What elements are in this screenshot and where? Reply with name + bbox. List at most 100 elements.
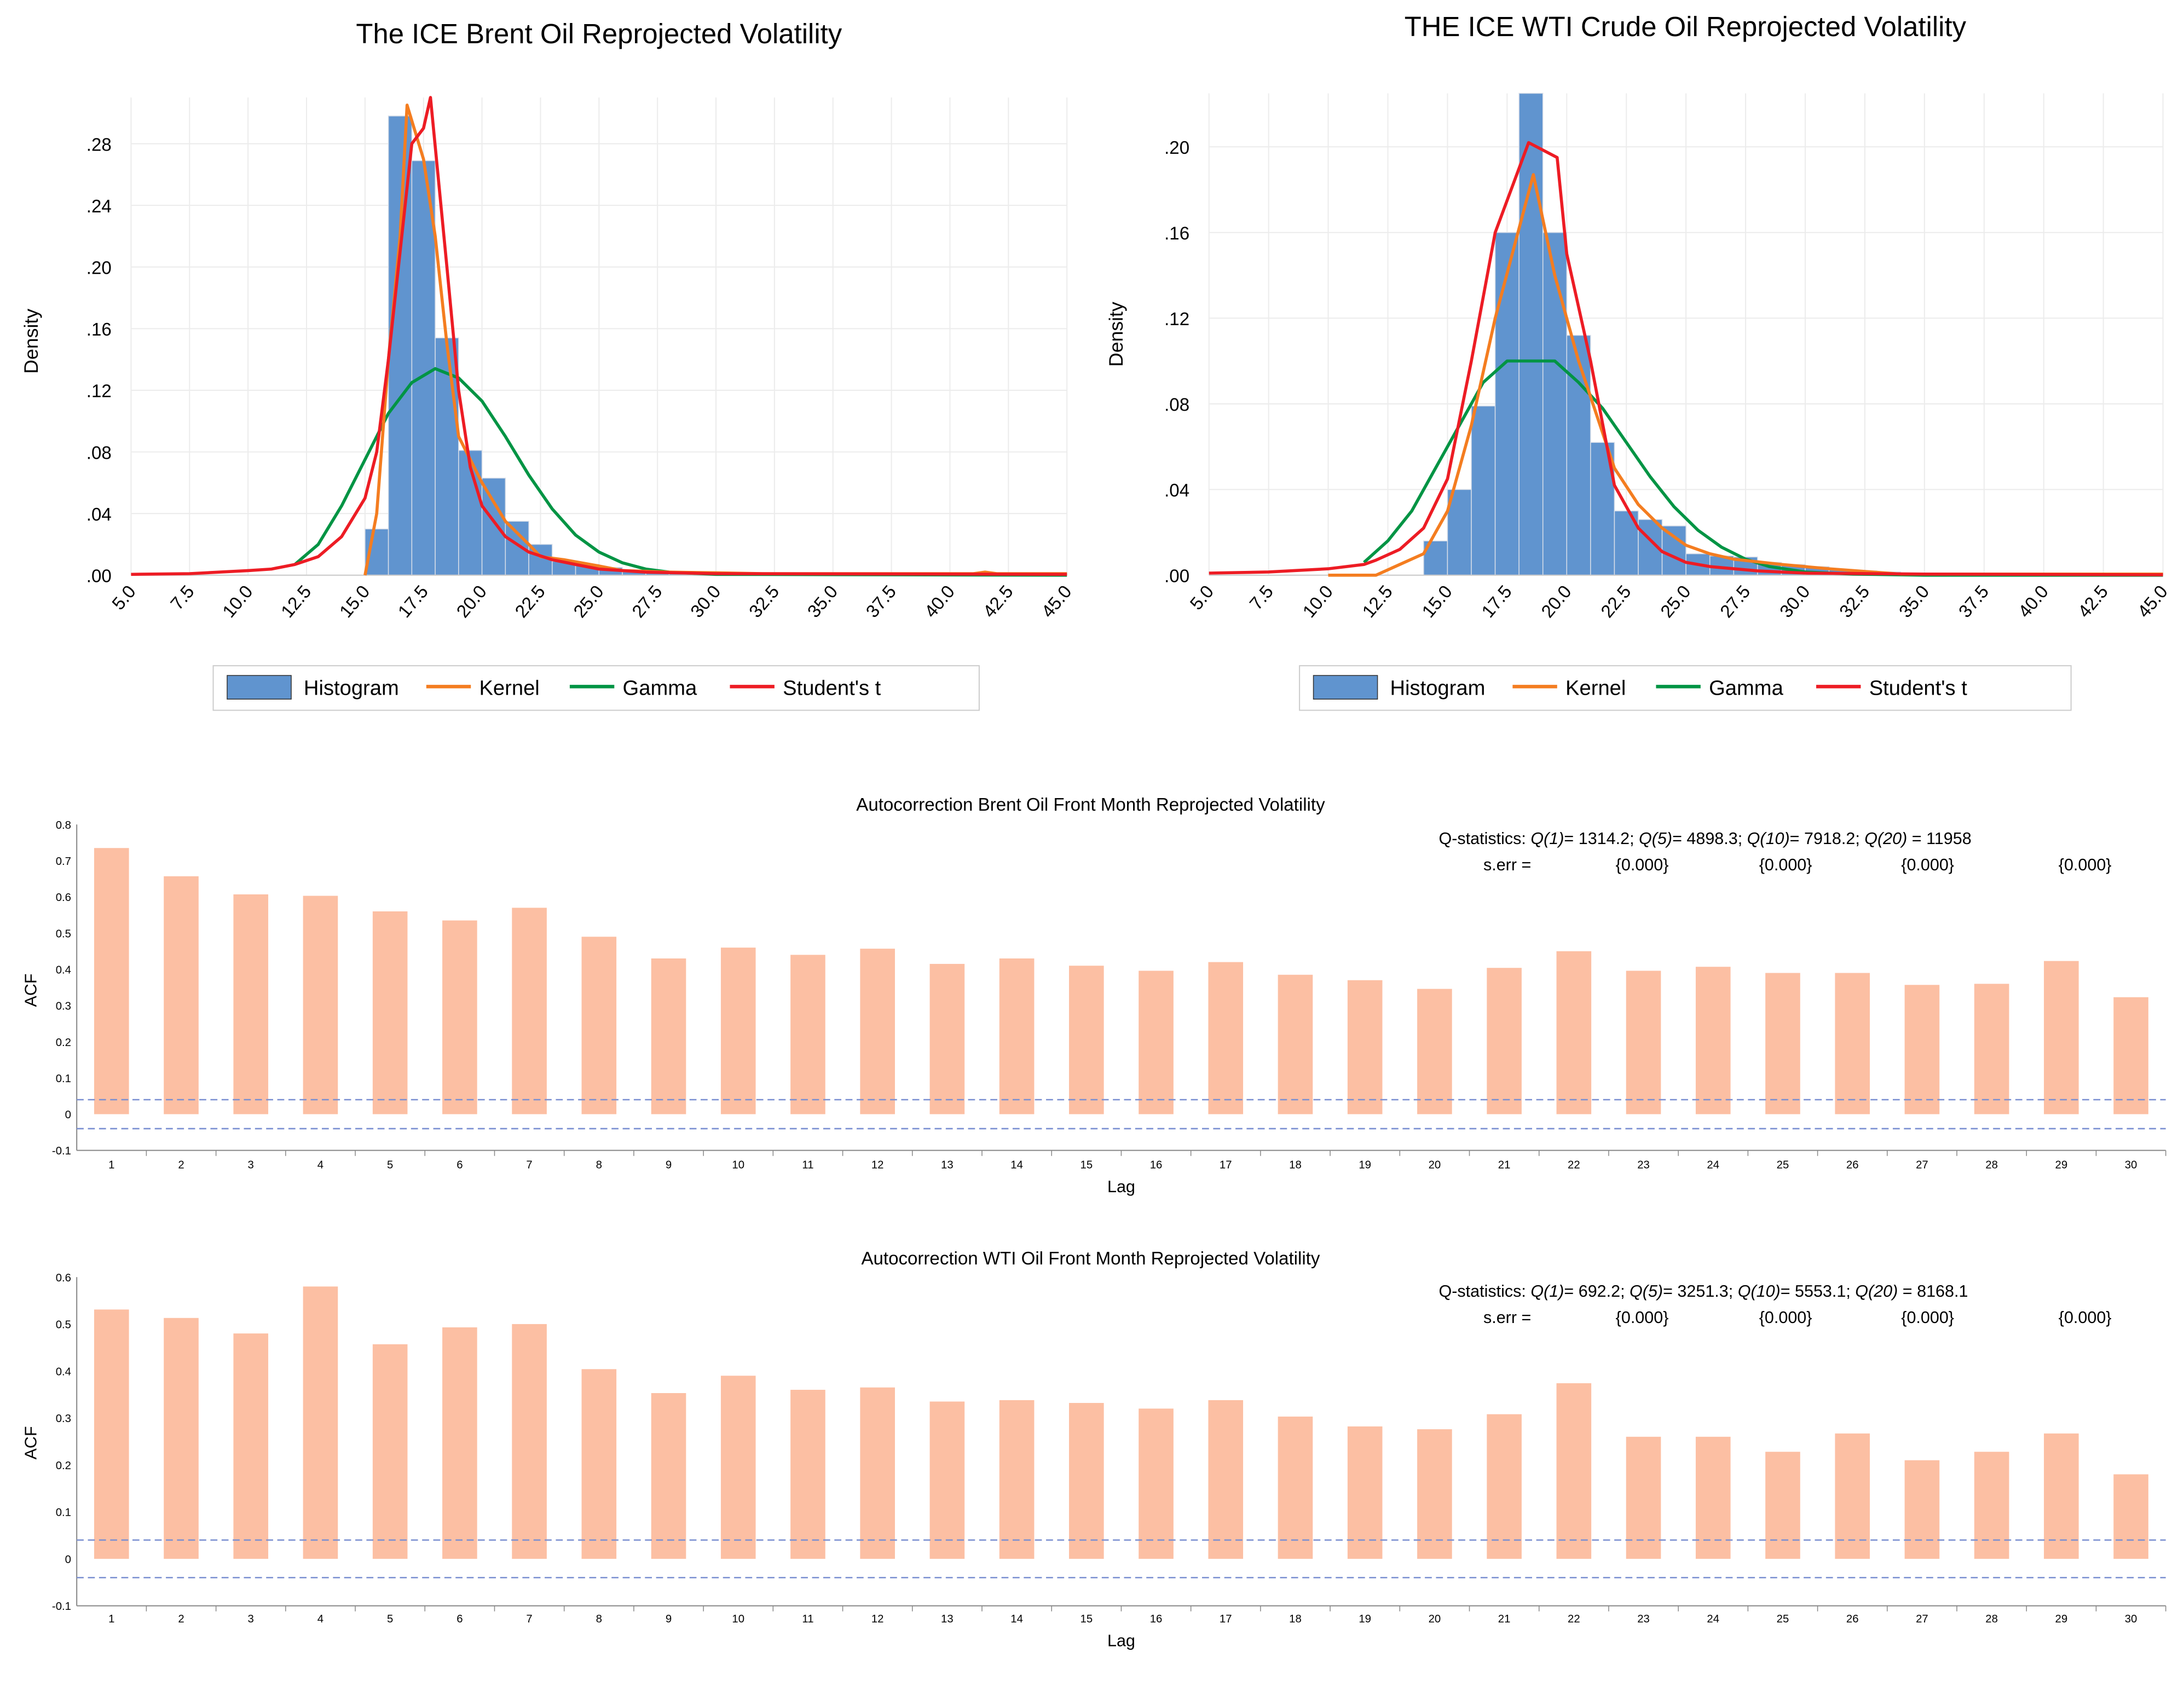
legend-label: Gamma — [1709, 677, 1783, 700]
q-statistic-name: Q(20) — [1855, 1282, 1898, 1301]
acf-bar — [860, 949, 895, 1114]
acf-bar — [442, 920, 477, 1114]
acf-bar — [581, 937, 617, 1114]
acf-bar — [999, 958, 1035, 1114]
s-err-value: {0.000} — [1616, 1308, 1669, 1327]
x-tick-label: 29 — [2055, 1613, 2068, 1625]
y-tick-label: .16 — [86, 320, 112, 340]
y-tick-label: .08 — [86, 443, 112, 463]
q-statistic-value: = 11958 — [1907, 829, 1971, 848]
acf-bar — [1347, 1426, 1383, 1559]
y-tick-label: .04 — [1164, 481, 1189, 501]
x-tick-label: 27.5 — [628, 582, 667, 622]
legend-label: Student's t — [783, 677, 881, 700]
acf-bar — [1974, 984, 2009, 1114]
student-s-t-curve — [1209, 141, 2163, 576]
acf-bar — [1556, 951, 1592, 1114]
y-tick-label: 0 — [65, 1109, 71, 1121]
acf-bar — [929, 963, 965, 1114]
x-tick-label: 40.0 — [2014, 582, 2053, 622]
x-tick-label: 3 — [248, 1613, 254, 1625]
acf-bar — [1904, 985, 1940, 1114]
acf-bar — [1487, 968, 1522, 1114]
y-tick-label: .12 — [86, 382, 112, 402]
x-tick-label: 15 — [1081, 1159, 1093, 1171]
q-statistic-value: = 3251.3; — [1663, 1282, 1738, 1301]
q-statistic-value: = 8168.1 — [1898, 1282, 1968, 1301]
x-axis-label: Lag — [1107, 1631, 1135, 1650]
x-tick-label: 22 — [1568, 1159, 1580, 1171]
q-statistic-name: Q(1) — [1530, 1282, 1564, 1301]
acf-bar — [164, 876, 199, 1114]
chart-title: The ICE Brent Oil Reprojected Volatility — [356, 18, 842, 49]
x-tick-label: 19 — [1359, 1613, 1371, 1625]
acf-bar — [233, 1333, 269, 1559]
s-err-value: {0.000} — [1901, 856, 1954, 874]
acf-bar — [1765, 1452, 1800, 1559]
x-tick-label: 26 — [1846, 1613, 1859, 1625]
y-tick-label: 0.3 — [56, 1413, 71, 1425]
histogram-bar — [1471, 405, 1496, 576]
x-tick-label: 15.0 — [1418, 582, 1457, 622]
acf-bar — [2044, 1433, 2079, 1559]
x-tick-label: 5.0 — [108, 582, 140, 614]
y-tick-label: 0.2 — [56, 1037, 71, 1049]
y-tick-label: 0.5 — [56, 928, 71, 940]
acf-bar — [512, 908, 547, 1114]
acf-bar — [720, 1376, 756, 1559]
q-statistics-label: Q-statistics: — [1439, 1282, 1531, 1301]
acf-bar — [999, 1400, 1035, 1559]
y-tick-label: 0.8 — [56, 819, 71, 831]
acf-bar — [1208, 962, 1244, 1114]
acf-bar — [1556, 1383, 1592, 1559]
x-tick-label: 2 — [178, 1159, 184, 1171]
x-tick-label: 20.0 — [453, 582, 491, 622]
x-tick-label: 19 — [1359, 1159, 1371, 1171]
x-tick-label: 5 — [387, 1613, 393, 1625]
x-tick-label: 9 — [666, 1613, 672, 1625]
x-tick-label: 12 — [871, 1159, 884, 1171]
y-tick-label: 0.4 — [56, 964, 71, 976]
x-tick-label: 35.0 — [1895, 582, 1933, 622]
legend: Histogram Kernel Gamma Student's t — [212, 665, 980, 711]
q-statistic-name: Q(5) — [1630, 1282, 1663, 1301]
x-tick-label: 12 — [871, 1613, 884, 1625]
x-tick-label: 12.5 — [1359, 582, 1397, 622]
histogram-bar — [1661, 525, 1686, 576]
y-tick-label: .00 — [86, 567, 112, 587]
wti-acf-chart: Autocorrection WTI Oil Front Month Repro… — [21, 1249, 2166, 1650]
s-err-value: {0.000} — [2059, 856, 2112, 874]
acf-bar — [442, 1327, 477, 1559]
x-tick-label: 15 — [1081, 1613, 1093, 1625]
acf-bar — [651, 958, 686, 1114]
x-tick-label: 32.5 — [745, 582, 783, 622]
s-err-label: s.err = — [1483, 856, 1531, 874]
acf-bar — [1487, 1414, 1522, 1559]
x-tick-label: 17 — [1220, 1613, 1232, 1625]
acf-bar — [94, 1309, 129, 1559]
x-tick-label: 25 — [1777, 1159, 1789, 1171]
acf-bar — [1278, 1416, 1313, 1559]
x-tick-label: 13 — [941, 1613, 954, 1625]
chart-title: Autocorrection WTI Oil Front Month Repro… — [861, 1249, 1320, 1269]
acf-bar — [929, 1401, 965, 1559]
x-tick-label: 35.0 — [804, 582, 842, 622]
q-statistic-value: = 1314.2; — [1564, 829, 1639, 848]
y-tick-label: .04 — [86, 505, 112, 525]
s-err-value: {0.000} — [1759, 1308, 1812, 1327]
s-err-value: {0.000} — [1901, 1308, 1954, 1327]
y-axis-label: Density — [1105, 302, 1127, 367]
x-tick-label: 7.5 — [1246, 582, 1278, 614]
x-tick-label: 7 — [526, 1613, 532, 1625]
x-tick-label: 25 — [1777, 1613, 1789, 1625]
x-tick-label: 11 — [802, 1613, 813, 1625]
x-tick-label: 25.0 — [1657, 582, 1695, 622]
y-axis-label: ACF — [21, 1426, 40, 1459]
x-tick-label: 17.5 — [394, 582, 432, 622]
acf-bar — [1417, 989, 1452, 1114]
y-tick-label: 0.6 — [56, 892, 71, 904]
x-tick-label: 27 — [1916, 1159, 1928, 1171]
x-tick-label: 22.5 — [1597, 582, 1636, 622]
x-tick-label: 6 — [457, 1613, 463, 1625]
y-tick-label: .24 — [86, 197, 112, 217]
